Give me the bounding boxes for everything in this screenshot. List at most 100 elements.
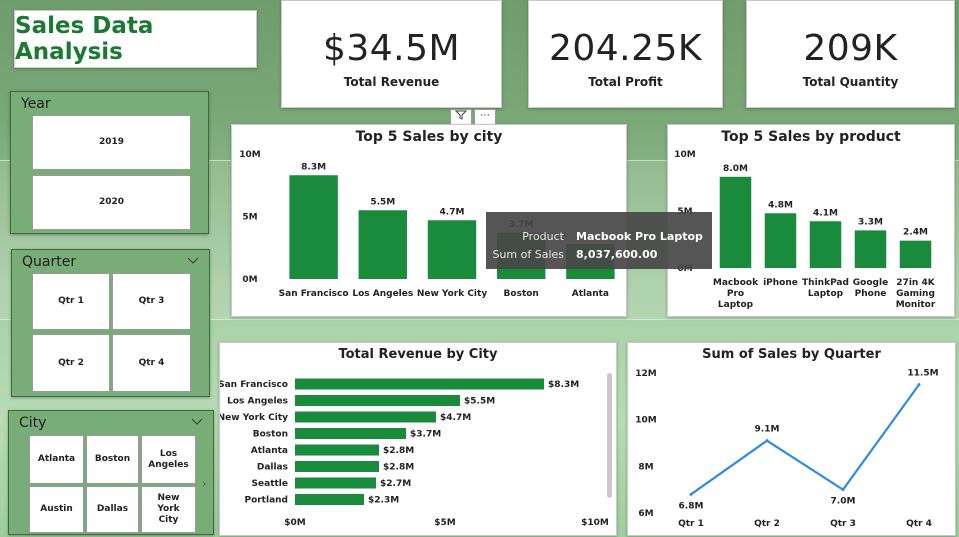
slicer-option-qtr-4[interactable]: Qtr 4 xyxy=(112,334,191,392)
y-tick-label: New York City xyxy=(220,413,288,423)
chart-title: Sum of Sales by Quarter xyxy=(702,347,881,362)
chevron-right-icon[interactable]: › xyxy=(202,477,207,490)
kpi-card-total-revenue[interactable]: $34.5M Total Revenue xyxy=(281,0,502,108)
data-label: 3.3M xyxy=(858,217,883,227)
tooltip-value: Macbook Pro Laptop xyxy=(576,230,703,243)
slicer-option-boston[interactable]: Boston xyxy=(86,435,139,484)
dashboard-title-card: Sales Data Analysis xyxy=(14,10,257,68)
chart-tooltip: Product Macbook Pro Laptop Sum of Sales … xyxy=(486,212,712,269)
y-tick-label: 10M xyxy=(239,150,261,160)
data-label: 4.8M xyxy=(768,200,793,210)
bar[interactable] xyxy=(295,428,406,439)
x-tick-label: Gaming xyxy=(896,289,935,299)
data-label: $3.7M xyxy=(410,430,441,440)
chevron-down-icon[interactable] xyxy=(187,254,199,268)
x-tick-label: Qtr 4 xyxy=(906,519,932,529)
slicer-option-2020[interactable]: 2020 xyxy=(32,175,191,230)
chevron-down-icon[interactable] xyxy=(191,415,203,429)
x-tick-label: Monitor xyxy=(896,300,936,310)
kpi-card-total-profit[interactable]: 204.25K Total Profit xyxy=(528,0,723,108)
slicer-option-qtr-2[interactable]: Qtr 2 xyxy=(32,334,110,392)
slicer-option-atlanta[interactable]: Atlanta xyxy=(29,435,84,484)
x-tick-label: Pro xyxy=(727,289,744,299)
bar[interactable] xyxy=(719,176,752,268)
bar[interactable] xyxy=(295,461,379,472)
data-label: 8.0M xyxy=(723,164,748,174)
tooltip-value: 8,037,600.00 xyxy=(576,248,658,261)
chart-title: Top 5 Sales by product xyxy=(721,129,901,145)
y-tick-label: 6M xyxy=(638,509,653,519)
series-line[interactable] xyxy=(690,384,920,496)
bar[interactable] xyxy=(295,494,364,505)
y-tick-label: 12M xyxy=(635,369,657,379)
chart-title: Total Revenue by City xyxy=(338,347,498,362)
more-options-icon[interactable]: ⋯ xyxy=(474,109,496,125)
city-slicer: City Atlanta Boston Los Angeles Austin D… xyxy=(8,410,214,535)
x-tick-label: $10M xyxy=(581,518,609,528)
kpi-value: 209K xyxy=(803,28,898,69)
bar[interactable] xyxy=(854,230,887,268)
kpi-value: 204.25K xyxy=(548,28,703,69)
data-point[interactable] xyxy=(841,488,845,492)
y-tick-label: Dallas xyxy=(257,463,288,473)
bar[interactable] xyxy=(295,378,544,390)
tooltip-key: Product xyxy=(522,230,564,243)
x-tick-label: ThinkPad xyxy=(802,278,849,288)
x-tick-label: Laptop xyxy=(718,300,754,310)
bar[interactable] xyxy=(295,395,460,406)
bar[interactable] xyxy=(295,444,379,456)
slicer-option-new-york-city[interactable]: New York City xyxy=(141,486,196,533)
x-tick-label: Boston xyxy=(504,289,539,299)
visual-header: ⋯ xyxy=(450,109,496,125)
x-tick-label: Qtr 2 xyxy=(754,519,780,529)
data-label: $2.8M xyxy=(383,446,414,456)
scrollbar[interactable] xyxy=(607,373,612,498)
y-tick-label: San Francisco xyxy=(220,380,288,390)
bar[interactable] xyxy=(809,221,842,268)
bar[interactable] xyxy=(899,240,932,268)
y-tick-label: 0M xyxy=(677,264,692,274)
bar[interactable] xyxy=(764,213,797,268)
bar[interactable] xyxy=(295,411,436,423)
bar[interactable] xyxy=(358,210,408,279)
kpi-card-total-quantity[interactable]: 209K Total Quantity xyxy=(746,0,955,108)
kpi-label: Total Revenue xyxy=(343,75,440,89)
y-tick-label: 10M xyxy=(674,150,696,160)
x-tick-label: 27in 4K xyxy=(896,278,935,288)
data-point[interactable] xyxy=(689,492,693,496)
chart-revenue-by-city[interactable]: Total Revenue by City San Francisco $8.3M… xyxy=(219,342,617,536)
y-tick-label: Los Angeles xyxy=(227,397,288,407)
filter-icon[interactable] xyxy=(450,109,472,125)
bar[interactable] xyxy=(295,477,376,489)
y-tick-label: 10M xyxy=(635,416,657,426)
chart-top5-product-plot: 0M5M10M8.0MMacbookProLaptop4.8MiPhone4.1… xyxy=(674,150,936,310)
slicer-option-dallas[interactable]: Dallas xyxy=(86,486,139,533)
x-tick-label: New York City xyxy=(417,289,488,299)
slicer-option-2019[interactable]: 2019 xyxy=(32,115,191,170)
slicer-option-los-angeles[interactable]: Los Angeles xyxy=(141,435,196,484)
data-label: $2.7M xyxy=(380,479,411,489)
bar[interactable] xyxy=(289,175,338,279)
slicer-option-qtr-1[interactable]: Qtr 1 xyxy=(32,273,110,330)
data-point[interactable] xyxy=(765,439,769,443)
year-slicer: Year 2019 2020 xyxy=(10,91,209,234)
chart-sales-by-quarter[interactable]: Sum of Sales by Quarter 6M 8M 10M 12M 6.8M Qt… xyxy=(627,342,956,536)
slicer-option-austin[interactable]: Austin xyxy=(29,486,84,533)
y-tick-label: Atlanta xyxy=(251,446,288,456)
bar[interactable] xyxy=(427,220,477,279)
y-tick-label: Portland xyxy=(244,496,288,506)
chart-title: Top 5 Sales by city xyxy=(355,129,503,145)
chart-top5-product[interactable]: Top 5 Sales by product 0M5M10M8.0MMacboo… xyxy=(667,124,955,317)
dashboard-title: Sales Data Analysis xyxy=(15,13,154,65)
chart-revenue-by-city-plot: San Francisco $8.3M Los Angeles $5.5M New Yo… xyxy=(220,378,609,528)
data-label: 11.5M xyxy=(907,369,938,379)
data-point[interactable] xyxy=(917,383,921,387)
x-tick-label: Atlanta xyxy=(572,289,609,299)
x-tick-label: Phone xyxy=(855,289,887,299)
data-label: $2.8M xyxy=(383,463,414,473)
quarter-slicer: Quarter Qtr 1 Qtr 3 Qtr 2 Qtr 4 xyxy=(11,249,210,397)
slicer-option-qtr-3[interactable]: Qtr 3 xyxy=(112,273,191,330)
y-tick-label: Boston xyxy=(253,430,288,440)
slicer-title: Quarter xyxy=(22,254,77,270)
kpi-value: $34.5M xyxy=(322,28,461,69)
